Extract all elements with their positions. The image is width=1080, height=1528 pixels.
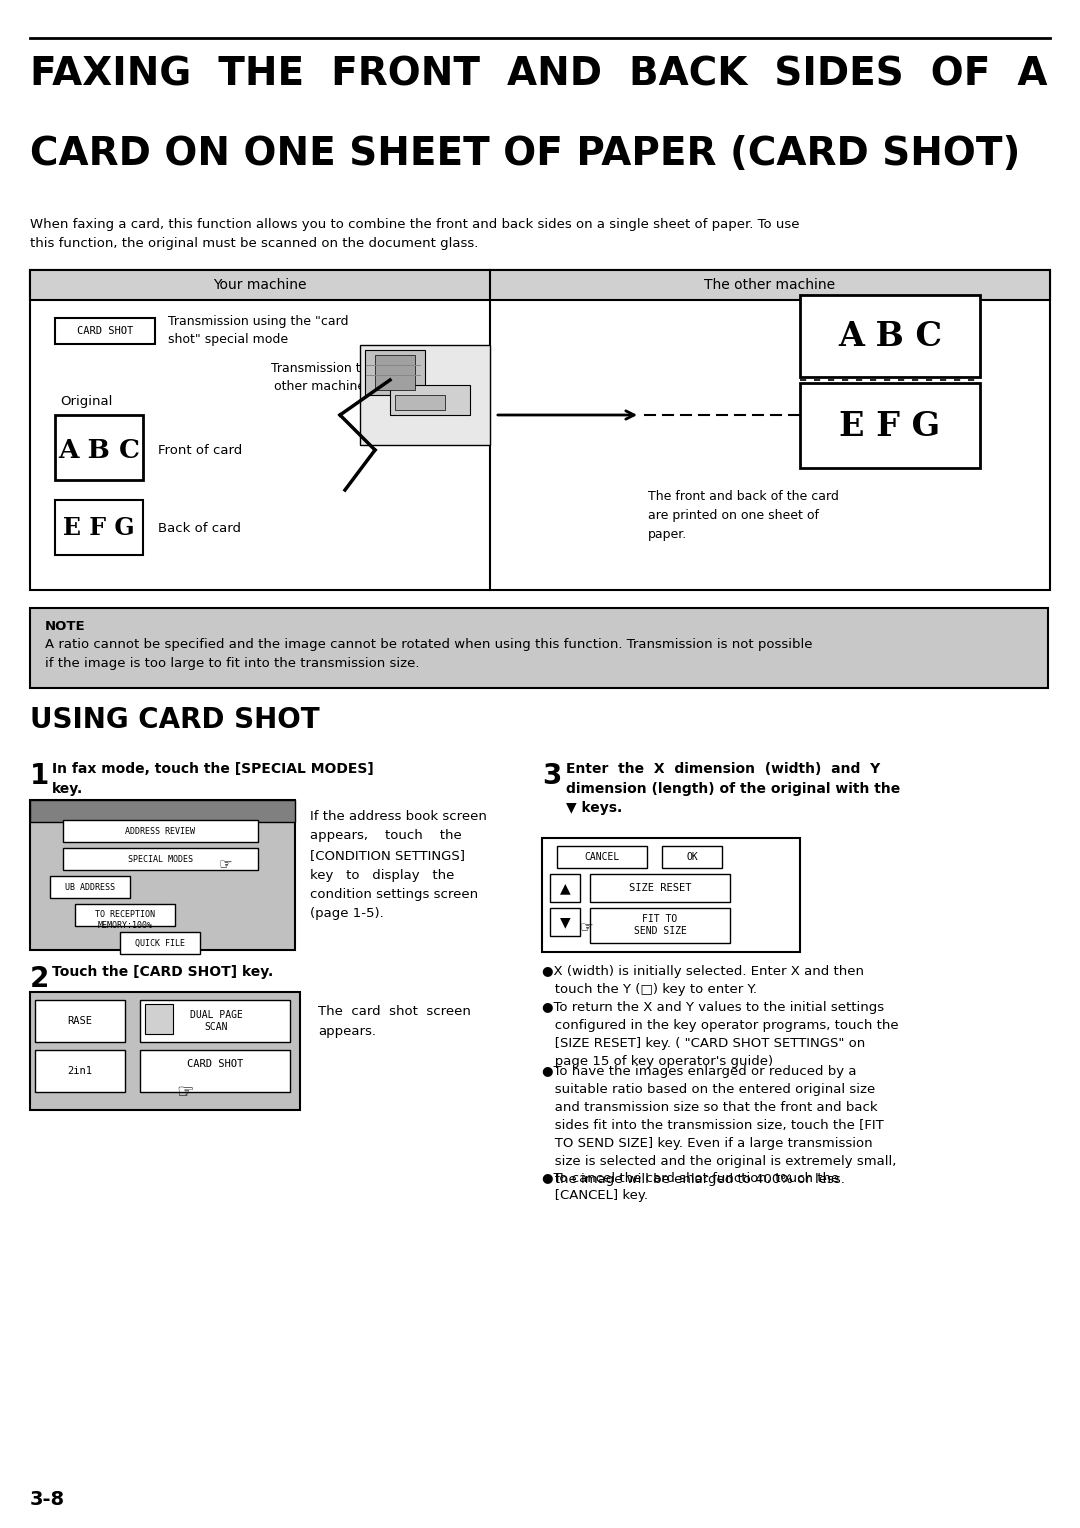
Text: ADDRESS REVIEW: ADDRESS REVIEW [125,827,195,836]
Bar [50,876,130,898]
Bar [35,999,125,1042]
Bar [390,385,470,416]
Bar [590,874,730,902]
Text: ●X (width) is initially selected. Enter X and then
   touch the Y (□) key to ent: ●X (width) is initially selected. Enter … [542,966,864,996]
Text: Touch the [CARD SHOT] key.: Touch the [CARD SHOT] key. [52,966,273,979]
Bar [30,608,1048,688]
Text: In fax mode, touch the [SPECIAL MODES]
key.: In fax mode, touch the [SPECIAL MODES] k… [52,762,374,796]
Text: Original: Original [60,396,112,408]
Text: ●To cancel the card shot function, touch the
   [CANCEL] key.: ●To cancel the card shot function, touch… [542,1170,839,1203]
Bar [375,354,415,390]
Bar [30,270,1050,590]
Text: E F G: E F G [839,410,941,443]
Bar [140,999,291,1042]
Bar [557,847,647,868]
Text: DUAL PAGE
SCAN: DUAL PAGE SCAN [190,1010,242,1031]
Text: If the address book screen
appears,    touch    the
[CONDITION SETTINGS]
key   t: If the address book screen appears, touc… [310,810,487,920]
Bar [360,345,490,445]
Text: ●To have the images enlarged or reduced by a
   suitable ratio based on the ente: ●To have the images enlarged or reduced … [542,1065,896,1186]
Bar [120,932,200,953]
Text: Enter  the  X  dimension  (width)  and  Y
dimension (length) of the original wit: Enter the X dimension (width) and Y dime… [566,762,901,814]
Bar [395,396,445,410]
Text: ▲: ▲ [559,882,570,895]
Text: NOTE: NOTE [45,620,85,633]
Text: E F G: E F G [64,516,135,539]
Text: CARD SHOT: CARD SHOT [77,325,133,336]
Text: The  card  shot  screen
appears.: The card shot screen appears. [318,1005,471,1038]
Text: 3: 3 [542,762,562,790]
Bar [590,908,730,943]
Text: 2in1: 2in1 [67,1067,93,1076]
Text: FIT TO
SEND SIZE: FIT TO SEND SIZE [634,914,687,937]
Text: RASE: RASE [67,1016,93,1025]
Bar [55,416,143,480]
Bar [30,801,295,822]
Text: Transmission using the "card
shot" special mode: Transmission using the "card shot" speci… [168,315,349,345]
Text: TO RECEPTION
MEMORY:100%: TO RECEPTION MEMORY:100% [95,911,156,929]
Text: ☞: ☞ [218,857,232,872]
Bar [365,350,426,396]
Bar [63,848,258,869]
Text: QUICK FILE: QUICK FILE [135,938,185,947]
Bar [55,318,156,344]
Bar [75,905,175,926]
Text: A ratio cannot be specified and the image cannot be rotated when using this func: A ratio cannot be specified and the imag… [45,639,812,669]
Bar [800,295,980,377]
Text: A B C: A B C [58,437,140,463]
Text: SPECIAL MODES: SPECIAL MODES [127,854,192,863]
Bar [55,500,143,555]
Text: UB ADDRESS: UB ADDRESS [65,883,114,891]
Text: ●To return the X and Y values to the initial settings
   configured in the key o: ●To return the X and Y values to the ini… [542,1001,899,1068]
Bar [30,992,300,1109]
Text: CARD SHOT: CARD SHOT [187,1059,243,1070]
Bar [30,270,1050,299]
Bar [35,1050,125,1093]
Bar [145,1004,173,1034]
Bar [662,847,723,868]
Text: FAXING  THE  FRONT  AND  BACK  SIDES  OF  A: FAXING THE FRONT AND BACK SIDES OF A [30,55,1048,93]
Text: Back of card: Back of card [158,521,241,535]
Text: 1: 1 [30,762,50,790]
Text: USING CARD SHOT: USING CARD SHOT [30,706,320,733]
Bar [30,801,295,950]
Text: SIZE RESET: SIZE RESET [629,883,691,892]
Bar [140,1050,291,1093]
Bar [63,821,258,842]
Text: ☞: ☞ [176,1082,193,1102]
Text: Transmission to
other machine: Transmission to other machine [271,362,368,393]
Text: When faxing a card, this function allows you to combine the front and back sides: When faxing a card, this function allows… [30,219,799,251]
Text: The front and back of the card
are printed on one sheet of
paper.: The front and back of the card are print… [648,490,839,541]
Text: CANCEL: CANCEL [584,853,620,862]
Text: Your machine: Your machine [213,278,307,292]
Text: Front of card: Front of card [158,443,242,457]
Text: OK: OK [686,853,698,862]
Bar [800,384,980,468]
Text: 2: 2 [30,966,50,993]
Bar [550,908,580,937]
Text: 3-8: 3-8 [30,1490,65,1510]
Bar [550,874,580,902]
Text: ▼: ▼ [559,915,570,929]
Text: ☞: ☞ [579,920,593,935]
Text: The other machine: The other machine [704,278,836,292]
Text: CARD ON ONE SHEET OF PAPER (CARD SHOT): CARD ON ONE SHEET OF PAPER (CARD SHOT) [30,134,1021,173]
Bar [542,837,800,952]
Text: A B C: A B C [838,321,942,353]
